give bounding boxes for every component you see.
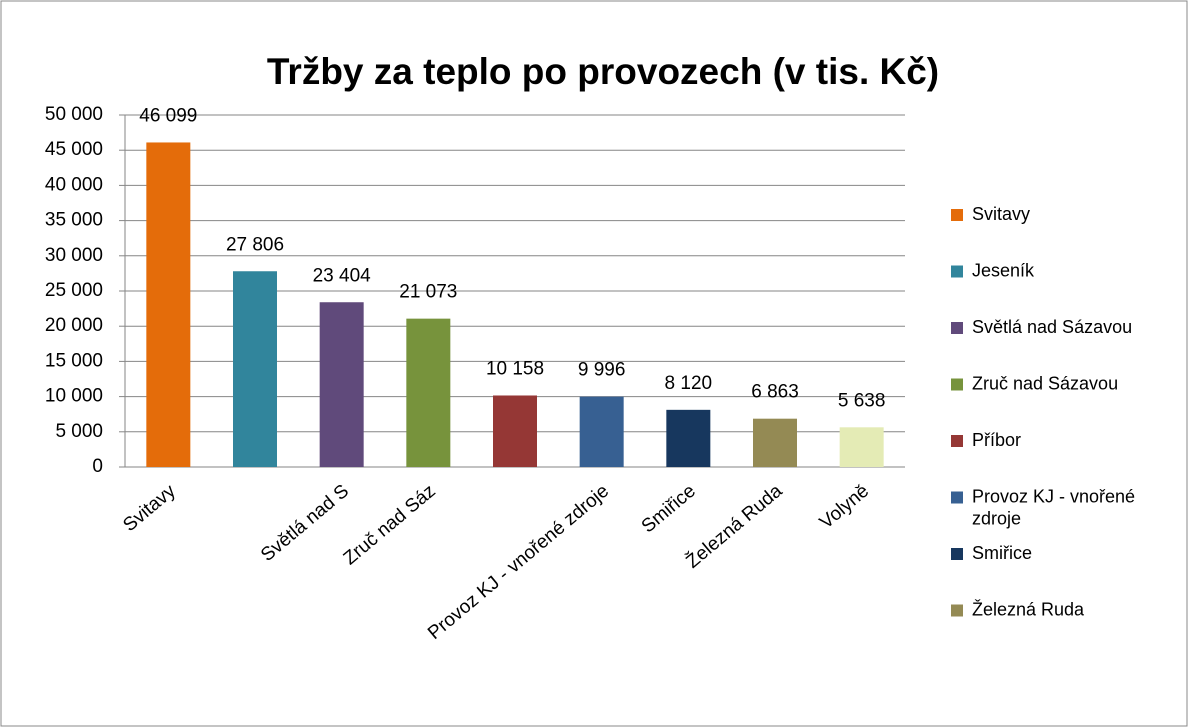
bar [493, 395, 537, 467]
data-label: 6 863 [751, 382, 799, 403]
bar [406, 318, 451, 467]
legend-label: Smiřice [972, 543, 1032, 563]
y-tick-label: 50 000 [45, 104, 103, 125]
data-label: 5 638 [838, 390, 886, 411]
bar [146, 142, 191, 467]
bar [319, 302, 364, 467]
y-tick-label: 15 000 [45, 350, 103, 371]
y-tick-label: 0 [92, 456, 103, 477]
y-tick-label: 20 000 [45, 315, 103, 336]
data-label: 8 120 [665, 373, 713, 394]
legend-label: Příbor [972, 430, 1021, 450]
bar [233, 271, 277, 467]
y-tick-label: 10 000 [45, 386, 103, 407]
bar [579, 396, 624, 467]
y-tick-label: 40 000 [45, 174, 103, 195]
legend-label: Svitavy [972, 204, 1030, 224]
data-label: 46 099 [139, 105, 197, 126]
data-label: 9 996 [578, 360, 626, 381]
legend-swatch [951, 548, 963, 560]
legend-label: Provoz KJ - vnořené zdroje [972, 486, 1135, 528]
data-label: 23 404 [313, 265, 372, 286]
legend-swatch [951, 378, 963, 391]
legend-swatch [951, 209, 963, 221]
bar [839, 427, 884, 467]
legend-label: Jeseník [972, 260, 1035, 280]
y-tick-label: 25 000 [45, 280, 103, 301]
legend-swatch [951, 435, 963, 447]
legend-label: Železná Ruda [972, 599, 1085, 619]
y-tick-label: 30 000 [45, 245, 103, 266]
bar [753, 418, 797, 467]
bar [666, 409, 711, 467]
data-label: 10 158 [486, 359, 544, 380]
y-tick-label: 35 000 [45, 210, 103, 231]
y-tick-label: 5 000 [55, 421, 103, 442]
legend-label: Zruč nad Sázavou [972, 373, 1118, 393]
legend-swatch [951, 491, 963, 504]
legend-swatch [951, 604, 963, 617]
legend-swatch [951, 322, 963, 334]
data-label: 27 806 [226, 234, 284, 255]
legend-label: Světlá nad Sázavou [972, 317, 1132, 337]
y-tick-label: 45 000 [45, 139, 103, 160]
data-label: 21 073 [399, 282, 457, 303]
legend-swatch [951, 265, 963, 278]
chart-title: Tržby za teplo po provozech (v tis. Kč) [267, 51, 939, 92]
